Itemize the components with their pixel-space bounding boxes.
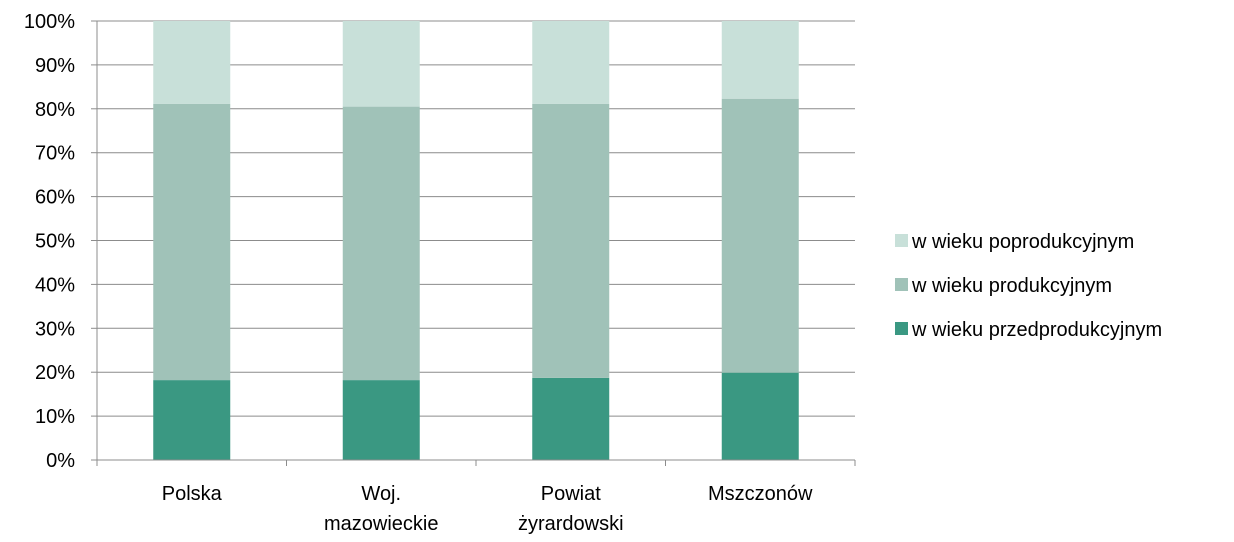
legend-label: w wieku produkcyjnym: [911, 275, 1112, 297]
y-tick-label: 100%: [24, 11, 75, 33]
y-tick-label: 70%: [35, 143, 75, 165]
legend-item: w wieku produkcyjnym: [895, 275, 1112, 297]
bar-segment: [342, 21, 420, 107]
x-category-label-line: Mszczonów: [708, 483, 813, 505]
bar-segment: [532, 21, 610, 104]
x-category-label: Woj. mazowieckie: [324, 483, 438, 535]
legend-label: w wieku przedprodukcyjnym: [911, 319, 1162, 341]
bar-segment: [153, 21, 231, 104]
x-category-label: Powiat żyrardowski: [518, 483, 624, 535]
x-category-label: Polska: [162, 483, 223, 505]
bar-segment: [532, 103, 610, 378]
legend-swatch: [895, 278, 908, 291]
y-tick-label: 60%: [35, 187, 75, 209]
bar-segment: [342, 380, 420, 460]
y-tick-labels: 0% 10% 20% 30% 40% 50% 60% 70% 80% 90% 100%: [24, 11, 75, 472]
bar-segment: [153, 103, 231, 381]
x-category-label-line: mazowieckie: [324, 513, 438, 535]
x-category-label-line: żyrardowski: [518, 513, 624, 535]
bars: [153, 21, 799, 460]
y-tick-label: 40%: [35, 274, 75, 296]
y-tick-label: 10%: [35, 406, 75, 428]
x-category-label-line: Woj.: [361, 483, 401, 505]
legend-item: w wieku poprodukcyjnym: [895, 231, 1134, 253]
x-category-label-line: Powiat: [541, 483, 601, 505]
bar-segment: [721, 372, 799, 460]
bar-segment: [721, 98, 799, 373]
y-tick-label: 0%: [46, 450, 75, 472]
bar-segment: [532, 377, 610, 460]
x-category-label-line: Polska: [162, 483, 223, 505]
y-tick-label: 30%: [35, 318, 75, 340]
legend: w wieku poprodukcyjnym w wieku produkcyjn…: [895, 231, 1162, 341]
y-tick-label: 20%: [35, 362, 75, 384]
bar-segment: [721, 21, 799, 99]
legend-swatch: [895, 234, 908, 247]
legend-swatch: [895, 322, 908, 335]
x-category-label: Mszczonów: [708, 483, 813, 505]
y-tick-label: 80%: [35, 99, 75, 121]
bar-segment: [342, 106, 420, 381]
x-category-labels: Polska Woj. mazowieckie Powiat żyrardowski Ms…: [162, 483, 813, 535]
legend-label: w wieku poprodukcyjnym: [911, 231, 1134, 253]
legend-item: w wieku przedprodukcyjnym: [895, 319, 1162, 341]
bar-segment: [153, 380, 231, 460]
axes: [91, 20, 856, 466]
y-tick-label: 50%: [35, 231, 75, 253]
y-tick-label: 90%: [35, 55, 75, 77]
